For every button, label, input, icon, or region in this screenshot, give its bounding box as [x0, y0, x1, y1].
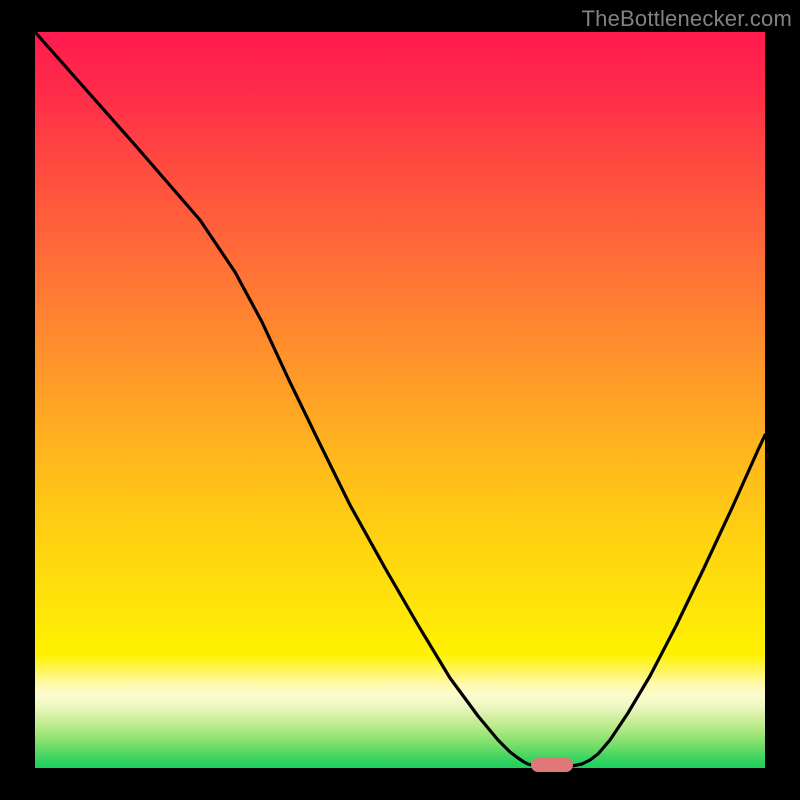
optimal-marker	[531, 758, 573, 772]
bottleneck-curve	[0, 0, 800, 800]
watermark-thebottlenecker: TheBottlenecker.com	[582, 6, 792, 32]
stage: TheBottlenecker.com	[0, 0, 800, 800]
